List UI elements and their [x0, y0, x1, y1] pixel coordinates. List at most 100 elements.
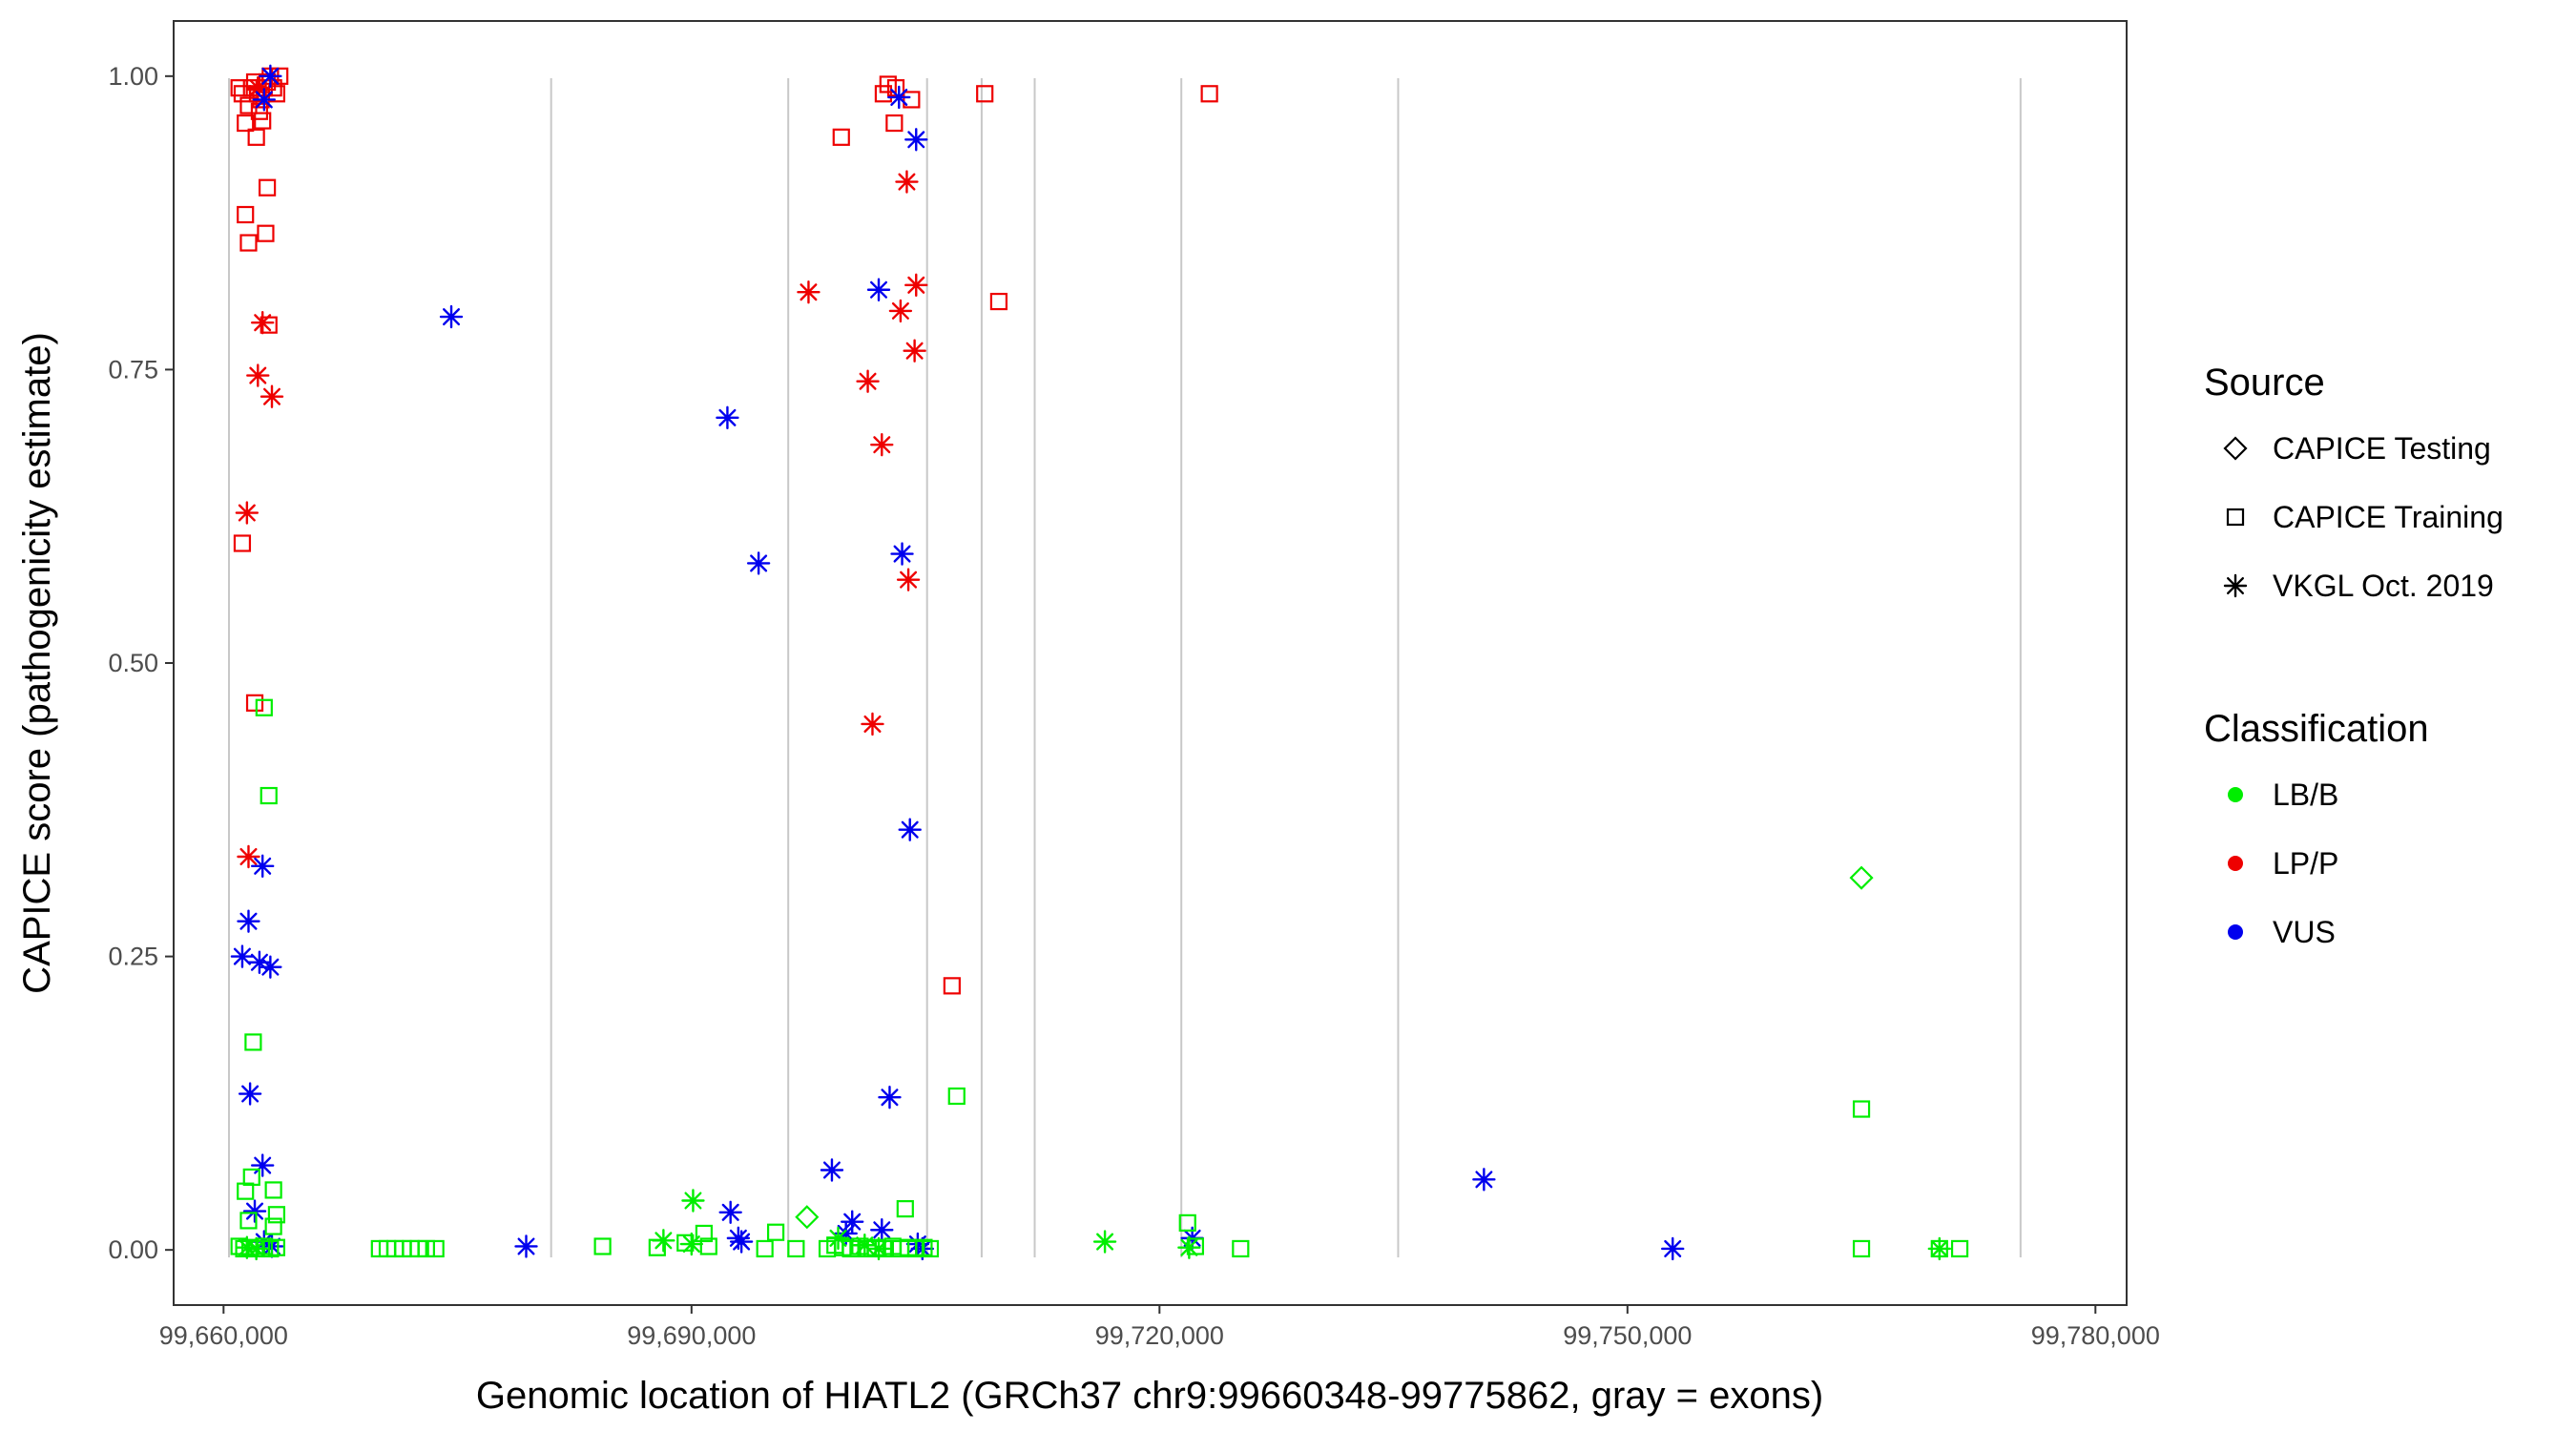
- legend-label: LP/P: [2273, 846, 2338, 881]
- data-point: [1178, 1213, 1196, 1232]
- data-point: [254, 112, 272, 130]
- data-point: [230, 944, 255, 968]
- data-point: [904, 273, 928, 298]
- x-tick-label: 99,720,000: [1095, 1321, 1224, 1350]
- data-point: [1200, 85, 1218, 103]
- data-point: [888, 299, 913, 323]
- data-point: [239, 234, 258, 252]
- legend-title: Classification: [2204, 708, 2429, 750]
- data-point: [896, 1200, 914, 1218]
- data-point: [861, 712, 884, 736]
- data-point: [260, 786, 278, 805]
- data-point: [767, 1223, 785, 1241]
- data-point: [1852, 1239, 1871, 1258]
- legend-label: LB/B: [2273, 778, 2338, 812]
- y-tick-label: 0.25: [108, 943, 158, 971]
- data-point: [267, 1238, 286, 1256]
- data-point: [699, 1237, 717, 1255]
- data-point: [943, 977, 961, 995]
- x-axis: 99,660,000 99,690,000 99,720,000 99,750,000…: [159, 1305, 2160, 1350]
- data-point: [1950, 1239, 1969, 1258]
- legend-key: [2223, 436, 2248, 461]
- data-point: [264, 1181, 282, 1199]
- data-point: [258, 178, 277, 197]
- data-point: [235, 1235, 260, 1259]
- data-point: [870, 432, 894, 457]
- data-point: [267, 1206, 286, 1224]
- x-tick-label: 99,690,000: [627, 1321, 756, 1350]
- data-point: [976, 85, 994, 103]
- data-point: [834, 1221, 858, 1246]
- data-points: [230, 64, 1969, 1261]
- y-axis: 0.00 0.25 0.50 0.75 1.00: [108, 62, 174, 1264]
- data-point: [1852, 1100, 1871, 1118]
- y-tick-label: 0.50: [108, 649, 158, 677]
- data-point: [903, 339, 926, 363]
- data-point: [593, 1237, 612, 1255]
- data-point: [874, 85, 893, 103]
- data-point: [246, 75, 270, 100]
- data-point: [756, 1239, 774, 1258]
- data-point: [247, 128, 265, 146]
- legend-key: [2228, 924, 2243, 940]
- data-point: [250, 310, 275, 335]
- data-point: [242, 1199, 267, 1223]
- data-point: [895, 170, 919, 194]
- data-point: [746, 551, 771, 575]
- data-point: [233, 534, 252, 552]
- data-point: [259, 955, 282, 979]
- data-point: [915, 1238, 933, 1256]
- data-point: [259, 64, 282, 89]
- data-point: [1232, 1239, 1250, 1258]
- data-point: [795, 1205, 820, 1230]
- data-point: [245, 694, 264, 712]
- data-point: [947, 1087, 966, 1106]
- data-point: [903, 91, 921, 109]
- data-point: [260, 384, 284, 408]
- data-point: [898, 818, 922, 841]
- legend-key: [2228, 856, 2243, 871]
- data-point: [887, 85, 911, 110]
- data-point: [244, 1236, 268, 1261]
- data-point: [679, 1232, 704, 1256]
- y-tick-label: 0.00: [108, 1235, 158, 1264]
- data-point: [870, 1218, 894, 1242]
- data-point: [866, 1236, 891, 1261]
- data-point: [246, 363, 270, 387]
- data-point: [797, 280, 821, 304]
- legend-label: CAPICE Training: [2273, 500, 2503, 534]
- legend-title: Source: [2204, 362, 2325, 404]
- data-point: [239, 96, 258, 114]
- data-point: [885, 114, 904, 133]
- data-point: [1849, 865, 1874, 890]
- y-tick-label: 0.75: [108, 355, 158, 384]
- data-point: [237, 844, 260, 869]
- data-point: [417, 1239, 435, 1258]
- data-point: [681, 1189, 705, 1213]
- data-point: [237, 1182, 255, 1200]
- y-tick-label: 1.00: [108, 62, 158, 91]
- data-point: [832, 128, 850, 146]
- data-point: [787, 1239, 805, 1258]
- data-point: [904, 128, 928, 152]
- data-point: [841, 1239, 860, 1258]
- data-point: [1092, 1230, 1117, 1254]
- data-point: [264, 1217, 282, 1235]
- data-point: [250, 1153, 275, 1177]
- data-point: [826, 1226, 850, 1251]
- data-point: [1177, 1235, 1201, 1259]
- x-tick-label: 99,780,000: [2031, 1321, 2160, 1350]
- data-point: [878, 1086, 902, 1110]
- data-point: [514, 1234, 538, 1258]
- legend-label: CAPICE Testing: [2273, 431, 2491, 466]
- data-point: [853, 1234, 877, 1257]
- data-point: [235, 501, 260, 525]
- data-point: [244, 1033, 262, 1051]
- data-point: [1472, 1168, 1496, 1192]
- data-point: [890, 542, 914, 566]
- data-point: [921, 1239, 940, 1258]
- data-point: [238, 1082, 262, 1106]
- data-point: [426, 1239, 445, 1258]
